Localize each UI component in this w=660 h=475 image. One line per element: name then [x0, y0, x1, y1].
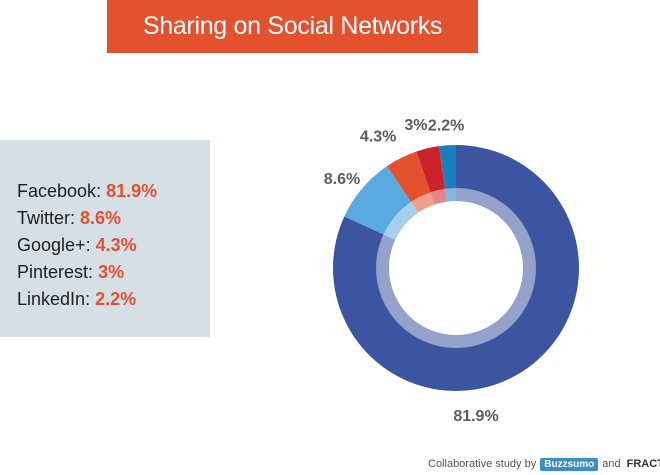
- slice-label: 3%: [404, 117, 427, 134]
- legend-item-pinterest: Pinterest: 3%: [17, 262, 125, 282]
- footer-credits: Collaborative study by Buzzsumo and FRAC…: [428, 455, 660, 473]
- legend-label: Facebook: [17, 181, 97, 201]
- footer-text: Collaborative study by: [428, 458, 537, 470]
- slice-label: 81.9%: [453, 408, 498, 425]
- legend-label: Pinterest: [17, 262, 89, 282]
- slice-label: 8.6%: [324, 171, 360, 188]
- buzzsumo-logo: Buzzsumo: [540, 457, 599, 471]
- fractl-logo: FRACTL: [626, 458, 660, 470]
- chart-title: Sharing on Social Networks: [107, 0, 478, 53]
- legend-item-twitter: Twitter: 8.6%: [17, 208, 122, 228]
- legend-value: 81.9%: [106, 181, 158, 201]
- legend-label: Twitter: [17, 208, 71, 228]
- legend-value: 4.3%: [95, 235, 137, 255]
- chart-title-text: Sharing on Social Networks: [142, 12, 443, 40]
- legend-value: 8.6%: [80, 208, 122, 228]
- slice-label: 4.3%: [360, 129, 396, 146]
- legend-label: LinkedIn: [17, 289, 86, 309]
- legend-item-googleplus: Google+: 4.3%: [17, 235, 137, 255]
- legend-item-facebook: Facebook: 81.9%: [17, 181, 158, 201]
- donut-labels: 81.9% 8.6% 4.3% 3% 2.2%: [324, 117, 499, 425]
- legend-value: 3%: [98, 262, 125, 282]
- donut-hole: [389, 201, 523, 335]
- donut-chart: 81.9% 8.6% 4.3% 3% 2.2%: [324, 117, 580, 425]
- legend-item-linkedin: LinkedIn: 2.2%: [17, 289, 137, 309]
- legend-label: Google+: [17, 235, 86, 255]
- legend-value: 2.2%: [95, 289, 137, 309]
- footer-and: and: [602, 458, 621, 470]
- slice-label: 2.2%: [428, 117, 464, 134]
- legend: Facebook: 81.9% Twitter: 8.6% Google+: 4…: [0, 140, 210, 337]
